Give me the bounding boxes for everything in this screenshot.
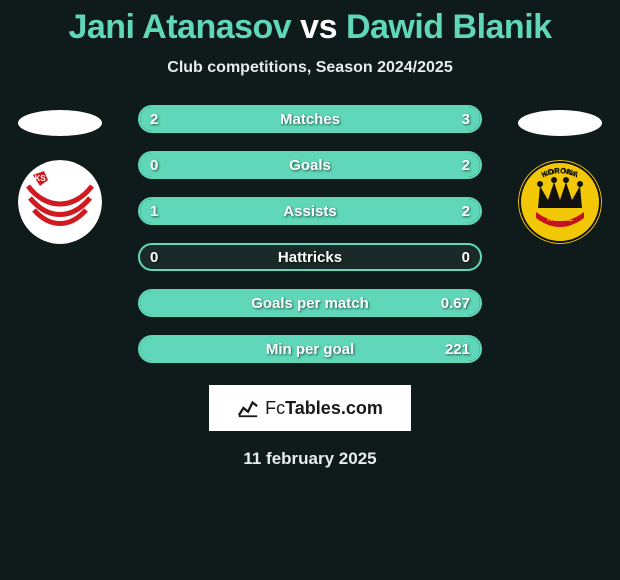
stat-row: Min per goal221 bbox=[138, 335, 482, 363]
stat-value-right: 221 bbox=[445, 341, 470, 358]
player2-logo-slot: KIELCE KORONA KORONA bbox=[518, 110, 602, 244]
brand-badge: FcTables.com bbox=[209, 385, 411, 431]
brand-suffix: Tables.com bbox=[285, 398, 383, 418]
svg-text:KORONA: KORONA bbox=[540, 166, 580, 180]
stat-label: Matches bbox=[140, 111, 480, 128]
svg-text:KIELCE: KIELCE bbox=[547, 216, 573, 223]
player1-name: Jani Atanasov bbox=[68, 8, 291, 46]
stat-row: 1Assists2 bbox=[138, 197, 482, 225]
stat-row: 2Matches3 bbox=[138, 105, 482, 133]
stat-value-right: 2 bbox=[462, 203, 470, 220]
player1-ellipse bbox=[18, 110, 102, 136]
stat-row: Goals per match0.67 bbox=[138, 289, 482, 317]
stat-label: Goals per match bbox=[140, 295, 480, 312]
stat-label: Hattricks bbox=[140, 249, 480, 266]
player1-club-logo: KS bbox=[18, 160, 102, 244]
stat-value-right: 0.67 bbox=[441, 295, 470, 312]
brand-text: FcTables.com bbox=[265, 398, 383, 419]
subtitle: Club competitions, Season 2024/2025 bbox=[0, 59, 620, 77]
stat-label: Goals bbox=[140, 157, 480, 174]
brand-prefix: Fc bbox=[265, 398, 285, 418]
stat-value-right: 2 bbox=[462, 157, 470, 174]
date-text: 11 february 2025 bbox=[0, 449, 620, 469]
player2-ellipse bbox=[518, 110, 602, 136]
player1-logo-slot: KS bbox=[18, 110, 102, 244]
chart-icon bbox=[237, 397, 259, 419]
svg-text:KORONA: KORONA bbox=[543, 168, 577, 178]
korona-logo-icon: KIELCE KORONA KORONA bbox=[518, 160, 602, 244]
svg-text:KS: KS bbox=[34, 174, 46, 183]
stat-value-right: 3 bbox=[462, 111, 470, 128]
stat-row: 0Goals2 bbox=[138, 151, 482, 179]
stat-label: Min per goal bbox=[140, 341, 480, 358]
stat-value-right: 0 bbox=[462, 249, 470, 266]
cracovia-logo-icon: KS bbox=[18, 160, 102, 244]
stat-row: 0Hattricks0 bbox=[138, 243, 482, 271]
stats-container: 2Matches30Goals21Assists20Hattricks0Goal… bbox=[138, 105, 482, 363]
stat-label: Assists bbox=[140, 203, 480, 220]
player2-club-logo: KIELCE KORONA KORONA bbox=[518, 160, 602, 244]
comparison-title: Jani Atanasov vs Dawid Blanik bbox=[0, 0, 620, 47]
player2-name: Dawid Blanik bbox=[346, 8, 552, 46]
vs-text: vs bbox=[300, 8, 337, 46]
